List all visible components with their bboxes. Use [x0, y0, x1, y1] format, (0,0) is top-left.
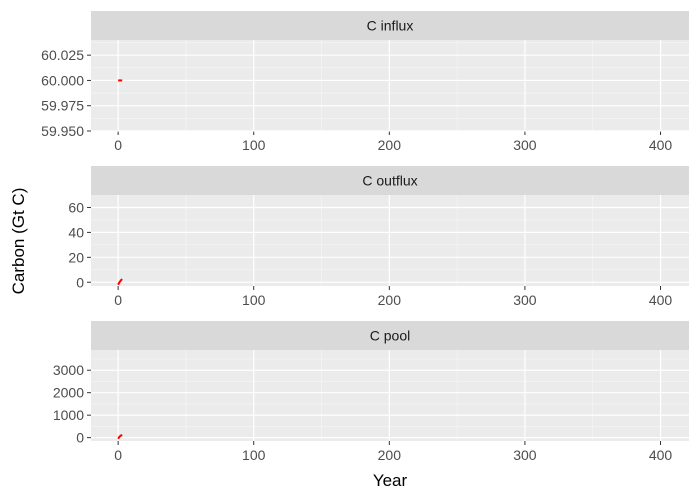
panel-background — [91, 350, 689, 441]
x-tick-label: 200 — [378, 292, 402, 308]
x-tick-label: 300 — [513, 137, 537, 153]
x-tick-label: 400 — [649, 137, 673, 153]
y-tick-label: 59.975 — [41, 98, 84, 114]
y-tick-label: 0 — [76, 274, 84, 290]
facet-strip — [91, 321, 689, 350]
x-tick-label: 100 — [242, 292, 266, 308]
x-tick-label: 400 — [649, 292, 673, 308]
x-tick-label: 0 — [114, 447, 122, 463]
y-tick-label: 59.950 — [41, 123, 84, 139]
y-tick-label: 0 — [76, 430, 84, 446]
x-tick-label: 200 — [378, 447, 402, 463]
y-tick-label: 3000 — [53, 362, 84, 378]
facet-strip-label: C influx — [367, 18, 414, 34]
series-line — [117, 278, 123, 286]
panel-background — [91, 195, 689, 286]
y-tick-label: 2000 — [53, 385, 84, 401]
y-tick-label: 40 — [68, 224, 84, 240]
x-tick-label: 300 — [513, 292, 537, 308]
x-tick-label: 400 — [649, 447, 673, 463]
facet-strip — [91, 11, 689, 40]
facet-strip — [91, 166, 689, 195]
series-line — [117, 434, 123, 440]
x-tick-label: 300 — [513, 447, 537, 463]
y-tick-label: 1000 — [53, 407, 84, 423]
facet-strip-label: C outflux — [362, 173, 417, 189]
x-axis-title: Year — [373, 471, 408, 490]
panel-background — [91, 40, 689, 131]
x-tick-label: 0 — [114, 137, 122, 153]
x-tick-label: 200 — [378, 137, 402, 153]
y-tick-label: 60.025 — [41, 47, 84, 63]
y-tick-label: 20 — [68, 249, 84, 265]
y-tick-label: 60 — [68, 199, 84, 215]
y-axis-title: Carbon (Gt C) — [9, 188, 28, 295]
x-tick-label: 100 — [242, 447, 266, 463]
x-tick-label: 100 — [242, 137, 266, 153]
facet-strip-label: C pool — [370, 328, 410, 344]
y-tick-label: 60.000 — [41, 72, 84, 88]
x-tick-label: 0 — [114, 292, 122, 308]
